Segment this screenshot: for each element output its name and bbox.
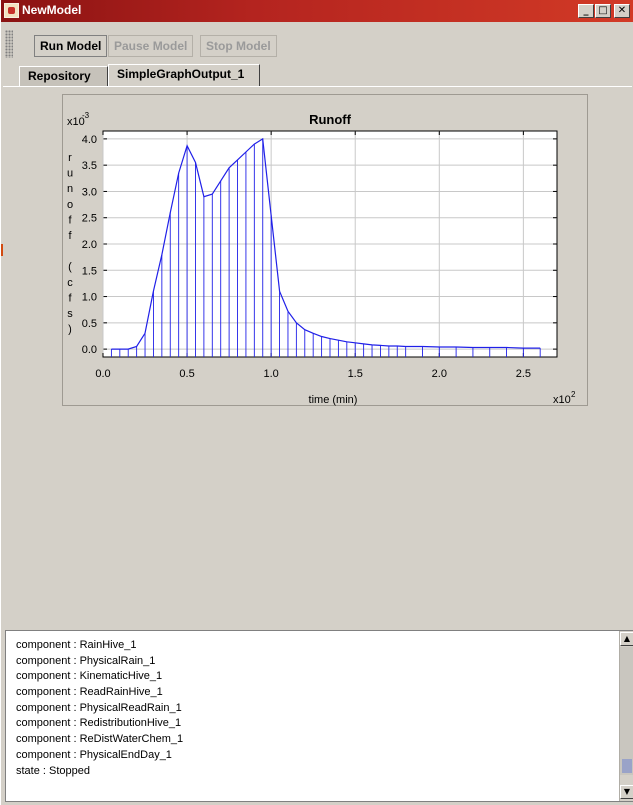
console-line: component : PhysicalEndDay_1 [16, 748, 172, 761]
console-lines: component : RainHive_1 component : Physic… [16, 638, 183, 779]
x-tick-label: 1.5 [348, 368, 363, 380]
y-multiplier-base: x10 [67, 116, 85, 128]
y-tick-label: 3.0 [82, 186, 97, 198]
y-tick-label: 1.0 [82, 292, 97, 304]
console-line: component : ReadRainHive_1 [16, 686, 163, 699]
pause-model-button[interactable]: Pause Model [108, 35, 194, 57]
y-multiplier-exp: -3 [82, 111, 90, 120]
chart-title: Runoff [309, 112, 352, 127]
x-tick-label: 1.0 [263, 368, 278, 380]
y-axis-label-char: o [67, 199, 73, 211]
tab-bar: Repository SimpleGraphOutput_1 [1, 64, 633, 86]
toolbar-grip-icon[interactable] [5, 30, 13, 58]
y-tick-label: 0.5 [82, 318, 97, 330]
y-multiplier: x10 -3 [67, 111, 90, 128]
console-line: state : Stopped [16, 764, 90, 777]
runoff-chart: 0.0 0.5 1.0 1.5 2.0 2.5 0.0 0.5 1.0 1.5 2.0 2.5 3.0… [67, 111, 576, 406]
graph-panel [3, 86, 632, 627]
console-line: component : RainHive_1 [16, 639, 137, 651]
x-tick-label: 0.0 [95, 368, 110, 380]
y-axis-label-char: ) [68, 324, 72, 336]
x-multiplier: x10 2 [553, 390, 576, 406]
x-multiplier-exp: 2 [571, 390, 576, 399]
x-tick-label: 0.5 [179, 368, 194, 380]
console-line: component : RedistributionHive_1 [16, 717, 182, 730]
tab-repository[interactable]: Repository [19, 66, 108, 86]
y-tick-label: 2.5 [82, 213, 97, 225]
scroll-thumb[interactable] [622, 759, 632, 773]
y-axis-label-char: f [68, 230, 72, 242]
x-tick-label: 2.5 [516, 368, 531, 380]
minimize-button[interactable]: _ [578, 4, 594, 18]
console-line: component : KinematicHive_1 [16, 670, 163, 683]
scroll-down-button[interactable]: ▼ [620, 785, 633, 799]
console-line: component : ReDistWaterChem_1 [16, 733, 184, 746]
close-button[interactable]: ✕ [614, 4, 630, 18]
console-output[interactable] [5, 630, 633, 802]
y-axis-label-char: n [67, 183, 73, 195]
runoff-series-line [111, 137, 541, 350]
y-axis-label-char: s [67, 308, 73, 320]
tab-simple-graph-output[interactable]: SimpleGraphOutput_1 [108, 64, 260, 86]
y-tick-label: 4.0 [82, 134, 97, 146]
y-axis-label-char: c [67, 277, 73, 289]
app-logo-icon [4, 3, 19, 18]
y-axis-label-char: f [68, 292, 72, 304]
y-axis-label-char: u [67, 168, 73, 180]
window-edge-mark [1, 244, 3, 256]
window-title: NewModel [22, 3, 82, 17]
y-tick-label: 3.5 [82, 160, 97, 172]
title-bar[interactable]: NewModel _ □ ✕ [1, 0, 633, 22]
x-axis-label: time (min) [309, 394, 358, 406]
toolbar: Run Model Pause Model Stop Model [1, 22, 633, 62]
x-multiplier-base: x10 [553, 394, 571, 406]
maximize-button[interactable]: □ [595, 4, 611, 18]
x-tick-label: 2.0 [432, 368, 447, 380]
console-line: component : PhysicalReadRain_1 [16, 701, 182, 714]
console-scrollbar[interactable]: ▲ ▼ [619, 631, 633, 801]
console-line: component : PhysicalRain_1 [16, 654, 156, 667]
y-tick-label: 1.5 [82, 265, 97, 277]
y-axis-label-char: ( [68, 261, 72, 273]
run-model-button[interactable]: Run Model [34, 35, 108, 57]
y-tick-label: 0.0 [82, 344, 97, 356]
scroll-track[interactable] [620, 647, 633, 775]
stop-model-button[interactable]: Stop Model [200, 35, 277, 57]
y-tick-label: 2.0 [82, 239, 97, 251]
y-axis-label-char: f [68, 214, 72, 226]
y-axis-label-char: r [68, 152, 72, 164]
scroll-up-button[interactable]: ▲ [620, 632, 633, 646]
